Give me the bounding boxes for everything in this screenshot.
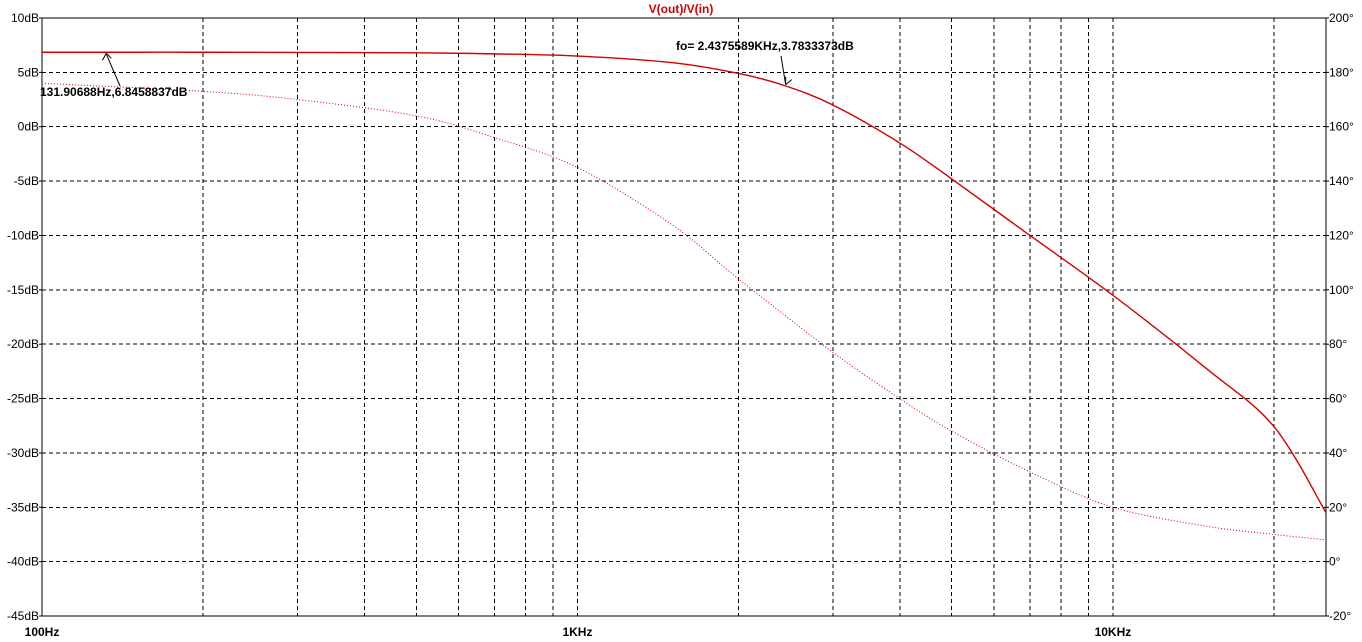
left-tick-label: -5dB	[14, 174, 39, 188]
right-tick-label: 40°	[1329, 446, 1347, 460]
left-tick-label: -10dB	[7, 228, 39, 242]
right-tick-label: 140°	[1329, 174, 1354, 188]
chart-title: V(out)/V(in)	[649, 2, 714, 16]
annotation-arrowhead	[101, 52, 112, 61]
right-tick-label: 100°	[1329, 283, 1354, 297]
right-tick-label: 20°	[1329, 500, 1347, 514]
x-tick-label: 100Hz	[25, 625, 60, 639]
annotation-leader-line	[780, 55, 787, 85]
right-tick-label: 180°	[1329, 65, 1354, 79]
left-tick-label: -20dB	[7, 337, 39, 351]
right-tick-label: 200°	[1329, 11, 1354, 25]
right-tick-label: 0°	[1329, 555, 1341, 569]
x-tick-label: 10KHz	[1095, 625, 1132, 639]
left-tick-label: 0dB	[18, 120, 39, 134]
right-tick-label: 160°	[1329, 120, 1354, 134]
series	[41, 51, 1327, 541]
left-tick-label: 5dB	[18, 65, 39, 79]
grid	[42, 18, 1326, 616]
right-axis-tick-labels: 200° 180° 160° 140° 120° 100° 80° 60° 40° 20° 0° -2…	[1326, 11, 1354, 623]
plot-frame	[41, 17, 1327, 617]
left-tick-label: -25dB	[7, 392, 39, 406]
left-tick-label: -15dB	[7, 283, 39, 297]
left-tick-label: -35dB	[7, 500, 39, 514]
phase-trace	[41, 82, 1327, 541]
left-axis-tick-labels: 10dB 5dB 0dB -5dB -10dB -15dB -20dB -25dB -30dB -…	[7, 11, 42, 623]
left-tick-label: -30dB	[7, 446, 39, 460]
left-tick-label: -40dB	[7, 555, 39, 569]
annotation-label: fo= 2.4375589KHz,3.7833373dB	[676, 39, 854, 53]
annotation-arrowhead	[785, 76, 792, 85]
left-tick-label: -45dB	[7, 609, 39, 623]
x-axis-tick-labels: 100Hz 1KHz 10KHz	[25, 625, 1132, 639]
annotations: 131.90688Hz,6.8458837dB fo= 2.4375589KHz,…	[40, 39, 854, 99]
annotation-leader-line	[105, 54, 121, 87]
x-tick-label: 1KHz	[562, 625, 592, 639]
axes	[41, 17, 1327, 617]
right-tick-label: -20°	[1329, 609, 1351, 623]
left-tick-label: 10dB	[11, 11, 39, 25]
magnitude-trace	[42, 51, 1327, 514]
right-tick-label: 120°	[1329, 228, 1354, 242]
right-tick-label: 60°	[1329, 392, 1347, 406]
right-tick-label: 80°	[1329, 337, 1347, 351]
annotation-label: 131.90688Hz,6.8458837dB	[40, 85, 188, 99]
